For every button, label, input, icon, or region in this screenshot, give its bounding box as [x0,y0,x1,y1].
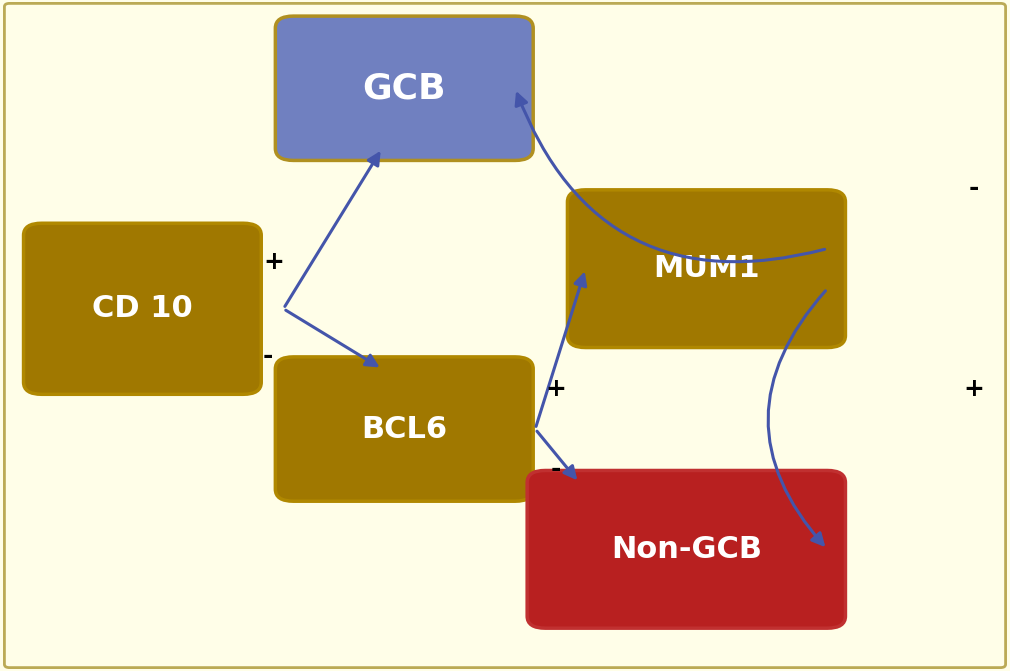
Text: GCB: GCB [363,71,446,105]
Text: -: - [550,457,561,481]
Text: +: + [545,377,566,401]
Text: BCL6: BCL6 [362,415,447,444]
FancyBboxPatch shape [276,16,533,160]
FancyBboxPatch shape [276,357,533,501]
Text: Non-GCB: Non-GCB [611,535,762,564]
Text: CD 10: CD 10 [92,295,193,323]
FancyBboxPatch shape [527,470,845,628]
Text: +: + [963,377,984,401]
FancyBboxPatch shape [4,3,1006,668]
FancyBboxPatch shape [568,190,845,348]
Text: +: + [263,250,284,274]
Text: MUM1: MUM1 [653,254,760,283]
Text: -: - [969,176,979,201]
FancyBboxPatch shape [23,223,262,395]
Text: -: - [264,344,274,368]
